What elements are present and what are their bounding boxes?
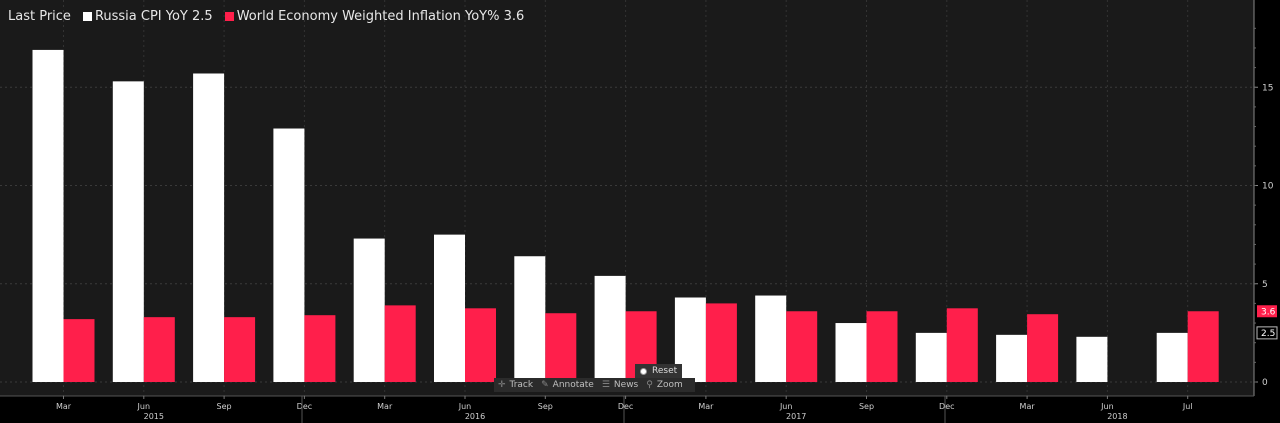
crosshair-icon: ✛ xyxy=(498,380,506,390)
bar-russia xyxy=(32,49,64,382)
news-button[interactable]: ☰ News xyxy=(602,380,638,390)
x-year-label: 2015 xyxy=(144,412,164,421)
x-tick-label: Mar xyxy=(698,402,714,411)
bar-russia xyxy=(835,323,867,382)
y-tick-label: 5 xyxy=(1262,280,1268,290)
y-tick-label: 10 xyxy=(1262,182,1274,192)
bar-russia xyxy=(112,81,144,382)
x-year-label: 2018 xyxy=(1107,412,1127,421)
x-tick-label: Jun xyxy=(458,402,472,411)
bar-world xyxy=(143,317,175,382)
bar-russia xyxy=(273,128,305,382)
bar-world xyxy=(545,313,577,382)
x-axis-band xyxy=(0,396,1280,423)
bar-russia xyxy=(915,332,947,382)
bar-russia xyxy=(434,234,465,382)
x-tick-label: Mar xyxy=(56,402,72,411)
x-tick-label: Jun xyxy=(1100,402,1114,411)
bar-world xyxy=(465,308,496,382)
news-label: News xyxy=(613,380,639,390)
chart-toolbar: ✛ Track ✎ Annotate ☰ News ⚲ Zoom xyxy=(494,378,695,392)
last-value-label: 3.6 xyxy=(1261,307,1276,317)
bar-russia xyxy=(193,73,225,383)
bar-world xyxy=(946,308,978,382)
zoom-label: Zoom xyxy=(656,380,683,390)
track-label: Track xyxy=(509,380,534,390)
bar-world xyxy=(705,303,737,382)
legend-label-russia: Russia CPI YoY 2.5 xyxy=(94,9,213,24)
pencil-icon: ✎ xyxy=(541,380,549,390)
legend-label-world: World Economy Weighted Inflation YoY% 3.… xyxy=(236,9,525,24)
annotate-label: Annotate xyxy=(552,380,594,390)
reset-label: Reset xyxy=(652,366,678,376)
magnifier-icon: ⚲ xyxy=(646,380,653,390)
reset-icon xyxy=(640,367,647,375)
x-tick-label: Sep xyxy=(538,402,553,411)
bar-world xyxy=(786,311,818,382)
x-year-label: 2017 xyxy=(786,412,806,421)
last-value-label: 2.5 xyxy=(1261,329,1275,339)
legend-swatch-world xyxy=(224,12,234,21)
bar-world xyxy=(1027,314,1059,382)
bar-world xyxy=(224,317,256,382)
chart-legend: Last Price Russia CPI YoY 2.5 World Econ… xyxy=(8,9,524,24)
bar-russia xyxy=(996,334,1028,382)
bar-russia xyxy=(1076,336,1108,382)
last-value-badge xyxy=(1257,305,1277,318)
zoom-button[interactable]: ⚲ Zoom xyxy=(646,380,683,390)
reset-button[interactable]: Reset xyxy=(635,364,683,378)
bar-russia xyxy=(514,256,546,382)
x-tick-label: Jul xyxy=(1182,402,1193,411)
x-tick-label: Jun xyxy=(779,402,793,411)
x-tick-label: Dec xyxy=(618,402,633,411)
y-tick-label: 0 xyxy=(1262,378,1268,388)
legend-swatch-russia xyxy=(82,12,92,21)
y-tick-label: 15 xyxy=(1262,83,1273,93)
bar-world xyxy=(63,319,95,382)
news-icon: ☰ xyxy=(601,380,610,390)
bar-world xyxy=(866,311,898,382)
track-button[interactable]: ✛ Track xyxy=(498,380,533,390)
x-tick-label: Mar xyxy=(1020,402,1036,411)
x-tick-label: Sep xyxy=(859,402,874,411)
bar-russia xyxy=(353,238,385,382)
bar-world xyxy=(384,305,416,382)
bar-russia xyxy=(1156,332,1188,382)
annotate-button[interactable]: ✎ Annotate xyxy=(541,380,594,390)
x-tick-label: Dec xyxy=(297,402,312,411)
last-value-badge xyxy=(1256,326,1278,340)
x-tick-label: Sep xyxy=(217,402,232,411)
x-tick-label: Jun xyxy=(137,402,151,411)
bar-world xyxy=(1187,311,1219,382)
bar-world xyxy=(304,315,336,382)
bar-russia xyxy=(594,275,626,382)
x-tick-label: Dec xyxy=(939,402,954,411)
legend-prefix: Last Price xyxy=(8,9,71,24)
x-year-label: 2016 xyxy=(465,412,485,421)
x-tick-label: Mar xyxy=(377,402,393,411)
bar-russia xyxy=(755,295,787,382)
